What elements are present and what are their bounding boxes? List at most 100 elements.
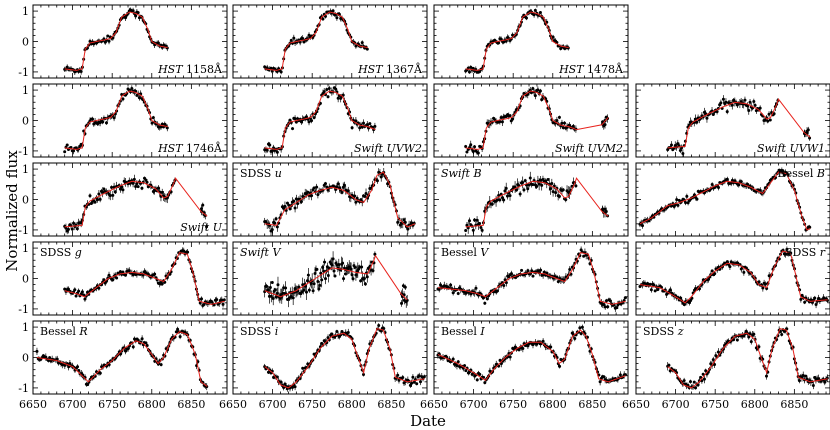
data-point <box>368 122 372 126</box>
data-point <box>601 207 605 211</box>
panel-label-instrument: Swift <box>441 167 471 180</box>
panel-label-instrument: SDSS <box>40 246 71 259</box>
data-point <box>97 286 101 290</box>
data-points <box>464 8 570 75</box>
y-tick-label: 0 <box>22 352 29 365</box>
panel-sdssg: -1 0 1 SDSS g <box>18 241 228 316</box>
data-point <box>530 269 534 273</box>
data-point <box>66 227 70 231</box>
data-point <box>321 17 325 21</box>
data-point <box>346 189 350 193</box>
panel-label-instrument: Bessel <box>441 246 477 259</box>
y-tick-label: -1 <box>18 382 29 395</box>
data-point <box>508 114 512 118</box>
data-point <box>526 269 530 273</box>
data-point <box>375 179 379 183</box>
data-point <box>55 357 59 361</box>
data-point <box>66 287 70 291</box>
data-point <box>145 180 149 184</box>
data-point <box>315 267 319 271</box>
data-point <box>340 190 344 194</box>
panel-label: Swift UVM2 <box>555 142 623 155</box>
data-point <box>730 103 734 107</box>
x-tick-label: 6850 <box>177 398 205 411</box>
data-point <box>464 228 468 232</box>
data-point <box>485 297 489 301</box>
data-point <box>706 277 710 281</box>
data-point <box>803 300 807 304</box>
data-point <box>687 301 691 305</box>
data-point <box>365 275 369 279</box>
data-point <box>342 183 346 187</box>
panel-label-instrument: Bessel <box>777 167 813 180</box>
panel-label-instrument: Swift <box>354 142 384 155</box>
data-point <box>540 98 544 102</box>
data-point <box>482 296 486 300</box>
model-curve <box>264 90 376 150</box>
data-point <box>504 186 508 190</box>
data-point <box>350 126 354 130</box>
data-point <box>73 288 77 292</box>
panel-label: HST 1746Å <box>157 141 223 155</box>
data-point <box>101 190 105 194</box>
data-point <box>276 283 280 287</box>
data-point <box>656 288 660 292</box>
model-curve <box>36 331 208 387</box>
panel-label: Bessel B <box>777 167 825 180</box>
data-point <box>710 183 714 187</box>
data-point <box>555 118 559 122</box>
data-point <box>478 222 482 226</box>
data-point <box>531 87 535 91</box>
data-point <box>127 269 131 273</box>
data-point <box>705 116 709 120</box>
data-point <box>710 269 714 273</box>
data-point <box>322 269 326 273</box>
data-point <box>561 188 565 192</box>
data-point <box>556 280 560 284</box>
data-point <box>160 282 164 286</box>
data-point <box>602 302 606 306</box>
data-point <box>291 127 295 131</box>
data-point <box>65 65 69 69</box>
panel-label-instrument: SDSS <box>785 246 816 259</box>
data-points <box>263 8 369 75</box>
data-point <box>201 203 205 207</box>
data-point <box>365 123 369 127</box>
data-point <box>151 116 155 120</box>
x-tick-label: 6750 <box>98 398 126 411</box>
y-tick-label: -1 <box>18 66 29 79</box>
data-points <box>263 251 409 308</box>
data-point <box>293 206 297 210</box>
data-point <box>603 123 607 127</box>
panel-label-instrument: Bessel <box>40 325 76 338</box>
data-point <box>465 223 469 227</box>
data-point <box>685 194 689 198</box>
data-point <box>48 356 52 360</box>
data-point <box>137 96 141 100</box>
panel-label-band: V <box>269 246 281 259</box>
data-point <box>808 225 812 229</box>
data-point <box>287 296 291 300</box>
data-point <box>111 278 115 282</box>
data-point <box>678 149 682 153</box>
data-point <box>44 355 48 359</box>
panel-uvw2: Swift UVW2 <box>232 83 428 158</box>
data-points <box>63 7 169 75</box>
data-point <box>341 261 345 265</box>
model-curve <box>64 90 168 150</box>
data-point <box>200 297 204 301</box>
panel-label-instrument: Swift <box>757 142 787 155</box>
data-point <box>725 260 729 264</box>
data-point <box>549 187 553 191</box>
panel-label-instrument: Swift <box>555 142 585 155</box>
data-point <box>136 185 140 189</box>
data-point <box>118 270 122 274</box>
data-point <box>178 335 182 339</box>
data-point <box>160 190 164 194</box>
data-point <box>500 120 504 124</box>
data-point <box>326 273 330 277</box>
data-point <box>495 198 499 202</box>
data-point <box>342 277 346 281</box>
data-point <box>64 226 68 230</box>
x-tick-label: 6650 <box>19 398 47 411</box>
